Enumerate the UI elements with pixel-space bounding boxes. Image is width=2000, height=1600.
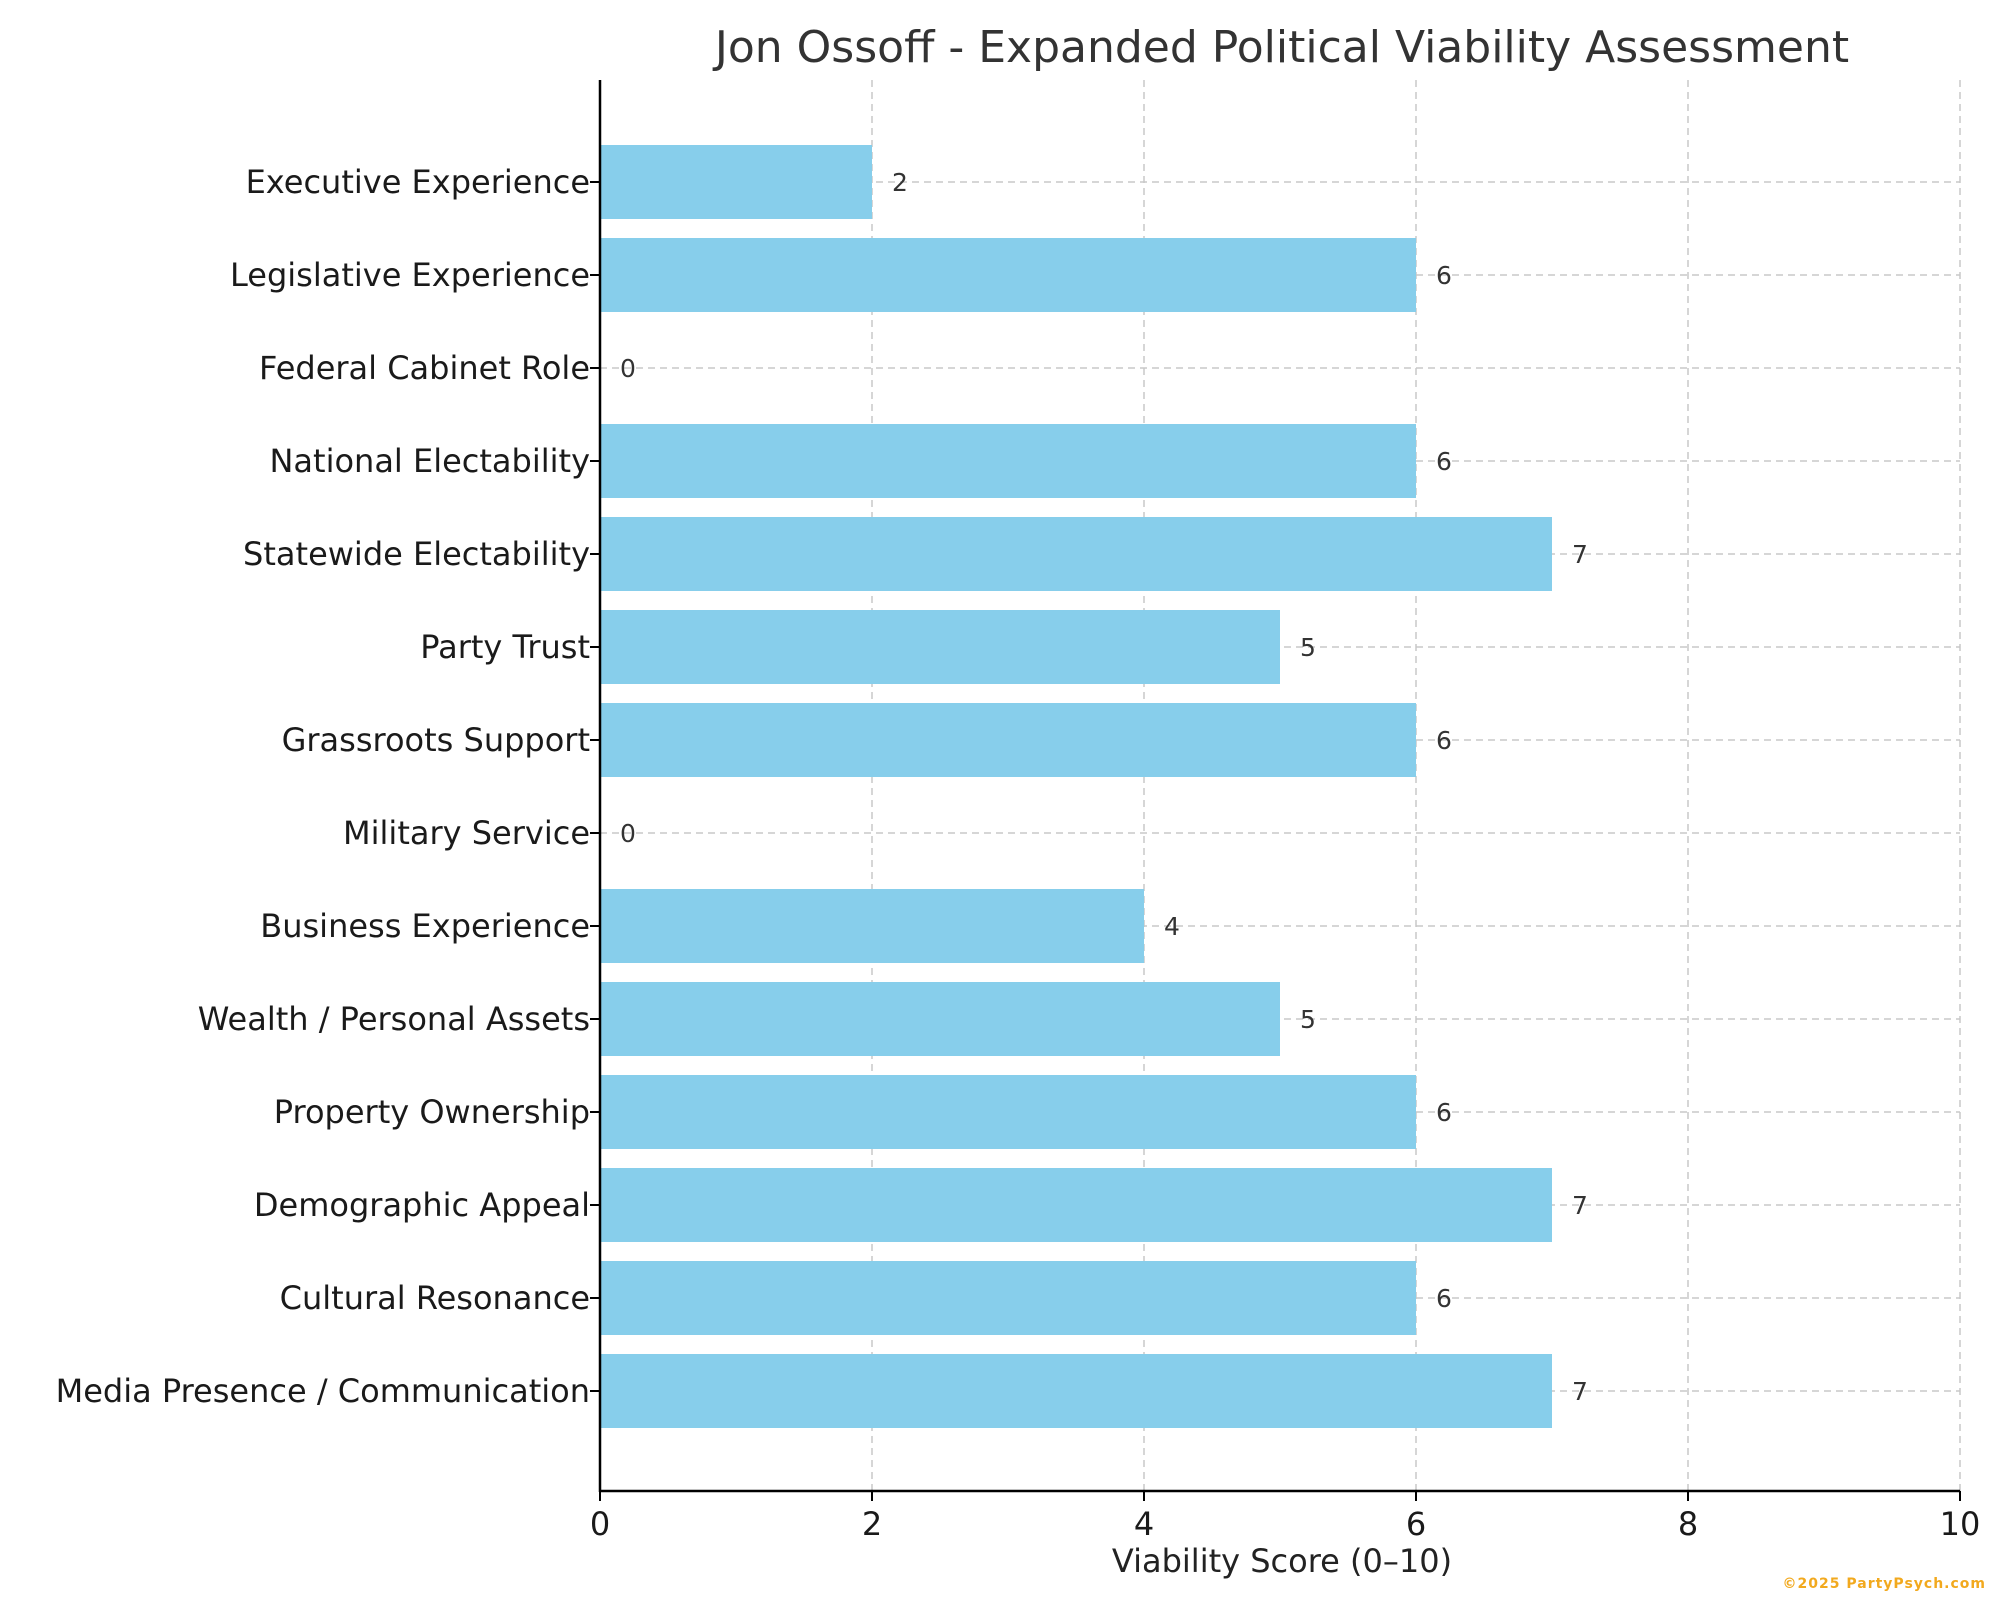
category-label: Property Ownership — [274, 1093, 590, 1131]
bar — [600, 703, 1416, 777]
bar — [600, 889, 1144, 963]
data-label: 6 — [1436, 447, 1452, 476]
data-label: 5 — [1300, 1005, 1316, 1034]
bar — [600, 1354, 1552, 1428]
category-label: Party Trust — [420, 628, 590, 666]
data-label: 2 — [892, 168, 908, 197]
bar — [600, 982, 1280, 1056]
bar — [600, 145, 872, 219]
axes — [598, 80, 1960, 1493]
data-label: 6 — [1436, 726, 1452, 755]
x-axis-label: Viability Score (0–10) — [1112, 1542, 1452, 1580]
category-label: Legislative Experience — [230, 256, 590, 294]
grid — [600, 80, 1961, 1491]
data-label: 6 — [1436, 1098, 1452, 1127]
x-ticks: 0 2 4 6 8 10 — [590, 1491, 1981, 1543]
bar — [600, 1168, 1552, 1242]
category-label: Media Presence / Communication — [56, 1372, 590, 1410]
category-label: Executive Experience — [246, 163, 590, 201]
chart-title: Jon Ossoff - Expanded Political Viabilit… — [712, 22, 1849, 73]
value-labels: 2 6 0 6 7 5 6 0 4 5 6 7 6 7 — [620, 168, 1588, 1406]
data-label: 7 — [1572, 1191, 1588, 1220]
data-label: 6 — [1436, 261, 1452, 290]
x-tick-label: 6 — [1406, 1505, 1426, 1543]
bar — [600, 424, 1416, 498]
data-label: 0 — [620, 819, 636, 848]
bar — [600, 1075, 1416, 1149]
category-label: Wealth / Personal Assets — [198, 1000, 590, 1038]
x-tick-label: 10 — [1940, 1505, 1981, 1543]
category-label: Cultural Resonance — [280, 1279, 590, 1317]
data-label: 6 — [1436, 1284, 1452, 1313]
data-label: 7 — [1572, 1377, 1588, 1406]
data-label: 4 — [1164, 912, 1180, 941]
bar — [600, 1261, 1416, 1335]
category-label: Demographic Appeal — [254, 1186, 590, 1224]
data-label: 5 — [1300, 633, 1316, 662]
data-label: 7 — [1572, 540, 1588, 569]
bars — [600, 145, 1552, 1428]
bar — [600, 238, 1416, 312]
bar — [600, 517, 1552, 591]
category-label: Grassroots Support — [282, 721, 590, 759]
x-tick-label: 2 — [862, 1505, 882, 1543]
category-label: Military Service — [343, 814, 590, 852]
y-category-labels: Executive Experience Legislative Experien… — [56, 163, 600, 1410]
category-label: Federal Cabinet Role — [259, 349, 590, 387]
x-tick-label: 8 — [1678, 1505, 1698, 1543]
category-label: National Electability — [269, 442, 590, 480]
x-tick-label: 4 — [1134, 1505, 1154, 1543]
bar — [600, 610, 1280, 684]
category-label: Statewide Electability — [243, 535, 590, 573]
data-label: 0 — [620, 354, 636, 383]
category-label: Business Experience — [260, 907, 590, 945]
x-tick-label: 0 — [590, 1505, 610, 1543]
watermark: ©2025 PartyPsych.com — [1783, 1576, 1986, 1592]
